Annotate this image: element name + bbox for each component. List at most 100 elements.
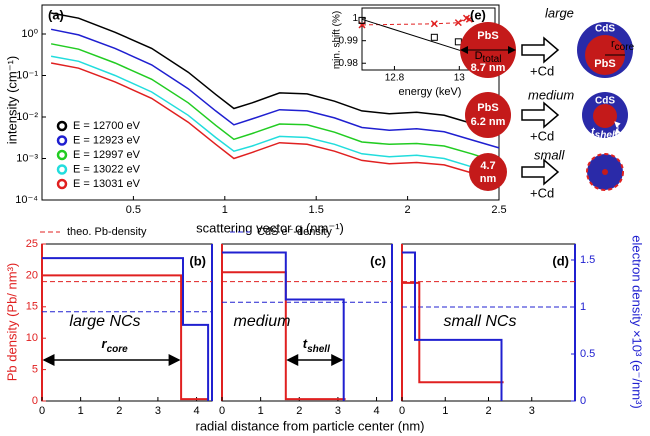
series-line [50, 12, 500, 133]
y-tick-label: 10⁻³ [16, 152, 38, 164]
y-tick-label: 10⁻⁴ [15, 194, 38, 206]
panel-label: (a) [48, 7, 64, 22]
point [454, 19, 462, 27]
annotation: small NCs [444, 313, 517, 330]
y2-tick-label: 1.5 [580, 254, 595, 266]
y-tick-label: 25 [26, 238, 38, 250]
add-label: +Cd [530, 128, 554, 143]
x-tick-label: 2 [116, 405, 122, 417]
arrow [521, 101, 560, 129]
series-line [42, 257, 210, 401]
size-class: small [534, 147, 565, 162]
y-tick-label: 0 [32, 395, 38, 407]
panel-label: (b) [189, 253, 206, 268]
x-axis-label: energy (keV) [399, 86, 462, 98]
y2-tick-label: 0 [580, 395, 586, 407]
y-tick-label: 1 [352, 13, 358, 24]
y-axis-label: intensity (cm⁻¹) [4, 56, 19, 144]
series-line [402, 251, 503, 401]
y-tick-label: 10 [26, 332, 38, 344]
y2-tick-label: 0.5 [580, 348, 595, 360]
x-tick-label: 13 [454, 73, 466, 84]
x-tick-label: 0 [399, 405, 405, 417]
y-tick-label: 5 [32, 364, 38, 376]
series-line [222, 271, 346, 401]
y-axis-label: Pb density (Pb/ nm³) [4, 263, 19, 382]
x-tick-label: 1 [258, 405, 264, 417]
text-main: t [303, 336, 308, 351]
legend-label: CdS e⁻-density [257, 226, 332, 238]
shell-label: CdS [595, 24, 615, 35]
legend-marker [56, 164, 68, 175]
core-label: PbS [477, 102, 498, 114]
legend-label: E = 13031 eV [73, 178, 141, 190]
x-tick-label: 0 [39, 405, 45, 417]
np-medium [465, 92, 511, 138]
x-tick-label: 0.5 [126, 204, 141, 216]
legend-marker [56, 135, 68, 146]
size-label: 4.7 [480, 160, 495, 172]
text-sub: core [107, 344, 129, 355]
legend-label: E = 12997 eV [73, 149, 141, 161]
x-tick-label: 1.5 [309, 204, 324, 216]
thickness-label: tshell [591, 126, 618, 141]
x-axis-label: radial distance from particle center (nm… [195, 418, 424, 433]
legend-label: E = 13022 eV [73, 163, 141, 175]
y-tick-label: 15 [26, 301, 38, 313]
x-tick-label: 4 [193, 405, 199, 417]
series-line [50, 55, 500, 176]
panel-label: (e) [470, 7, 486, 22]
y-axis-label: min. shift (%) [332, 11, 343, 69]
legend-label: E = 12700 eV [73, 120, 141, 132]
x-tick-label: 2 [405, 204, 411, 216]
radius-label: rcore [611, 38, 635, 53]
y-tick-label: 10⁻² [16, 111, 38, 123]
y-tick-label: 0.99 [339, 35, 359, 46]
plot-frame [221, 243, 393, 402]
legend-label: E = 12923 eV [73, 134, 141, 146]
annotation: medium [234, 313, 291, 330]
x-tick-label: 0 [219, 405, 225, 417]
annotation: large NCs [69, 313, 140, 330]
thickness-arrow [614, 121, 621, 135]
x-tick-label: 1 [222, 204, 228, 216]
y2-axis-label: electron density ×10³ (e⁻/nm³) [630, 235, 645, 408]
x-tick-label: 3 [335, 405, 341, 417]
diagram-e: (e) PbS Dtotal 8.7 nm large +Cd CdS rcor… [460, 5, 635, 200]
size-class: large [545, 5, 574, 20]
add-label: +Cd [530, 185, 554, 200]
point [465, 15, 473, 23]
core-label: PbS [594, 58, 615, 70]
arrow [521, 36, 560, 64]
unit-label: nm [480, 173, 497, 185]
np-core [593, 104, 617, 128]
y-tick-label: 10⁰ [21, 28, 38, 40]
plot-frame [401, 243, 576, 402]
y-tick-label: 10⁻¹ [16, 69, 38, 81]
x-tick-label: 3 [529, 405, 535, 417]
y-tick-label: 0.98 [339, 58, 359, 69]
series-line [50, 62, 500, 183]
legend-marker [56, 178, 68, 190]
text-main: r [102, 336, 108, 351]
annotation: rcore [102, 336, 129, 354]
size-label: 8.7 nm [471, 62, 506, 74]
core-label: PbS [477, 30, 498, 42]
legend-label: theo. Pb-density [67, 226, 147, 238]
legend-marker [56, 120, 68, 132]
arrow [521, 158, 560, 186]
y-tick-label: 20 [26, 269, 38, 281]
np-core [602, 169, 608, 175]
x-tick-label: 2 [296, 405, 302, 417]
text-sub: shell [307, 344, 330, 355]
point [430, 33, 438, 41]
np-small [469, 153, 507, 191]
x-tick-label: 12.8 [385, 73, 405, 84]
shell-label: CdS [595, 96, 615, 107]
x-tick-label: 3 [155, 405, 161, 417]
series-line [50, 28, 500, 149]
size-label: 6.2 nm [471, 116, 506, 128]
point [430, 20, 438, 28]
x-tick-label: 4 [373, 405, 379, 417]
